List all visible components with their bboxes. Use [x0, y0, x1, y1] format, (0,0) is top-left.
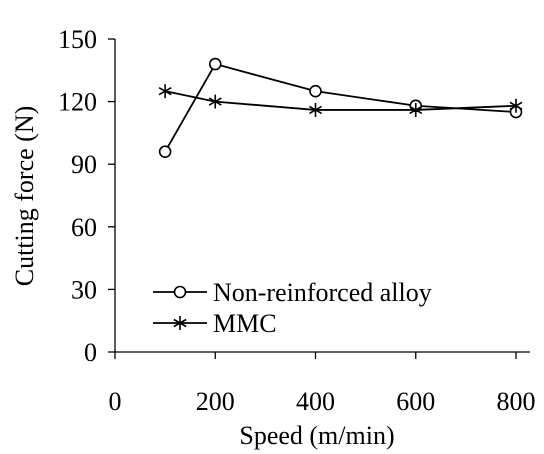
- y-axis-title: Cutting force (N): [10, 106, 39, 287]
- x-tick-label: 200: [196, 387, 235, 416]
- x-tick-label: 600: [396, 387, 435, 416]
- legend-marker: [173, 285, 187, 299]
- y-tick-label: 90: [71, 150, 97, 179]
- legend-entry: Non-reinforced alloy: [153, 278, 432, 307]
- data-point: [208, 57, 222, 71]
- x-tick-label: 0: [109, 387, 122, 416]
- series-layer: [158, 57, 523, 158]
- legend-entry: MMC: [153, 309, 277, 338]
- y-tick-label: 30: [71, 275, 97, 304]
- y-tick-label: 60: [71, 213, 97, 242]
- legend-label: MMC: [213, 309, 277, 338]
- x-tick-label: 800: [497, 387, 536, 416]
- legend-marker: [173, 316, 187, 330]
- x-axis: 0 200 400 600 800: [109, 351, 536, 416]
- data-point: [409, 102, 423, 117]
- data-point: [158, 84, 172, 99]
- data-point: [309, 84, 322, 98]
- x-tick-label: 400: [296, 387, 335, 416]
- data-point: [309, 102, 322, 117]
- y-tick-label: 0: [84, 338, 97, 367]
- y-axis: 0 30 60 90 120 150: [58, 25, 116, 367]
- y-tick-label: 150: [58, 25, 97, 54]
- data-point: [208, 94, 222, 109]
- x-axis-title: Speed (m/min): [239, 421, 394, 450]
- data-point: [509, 98, 523, 113]
- series-2: [158, 84, 523, 117]
- legend-label: Non-reinforced alloy: [213, 278, 432, 307]
- y-tick-label: 120: [58, 88, 97, 117]
- data-point: [158, 145, 172, 158]
